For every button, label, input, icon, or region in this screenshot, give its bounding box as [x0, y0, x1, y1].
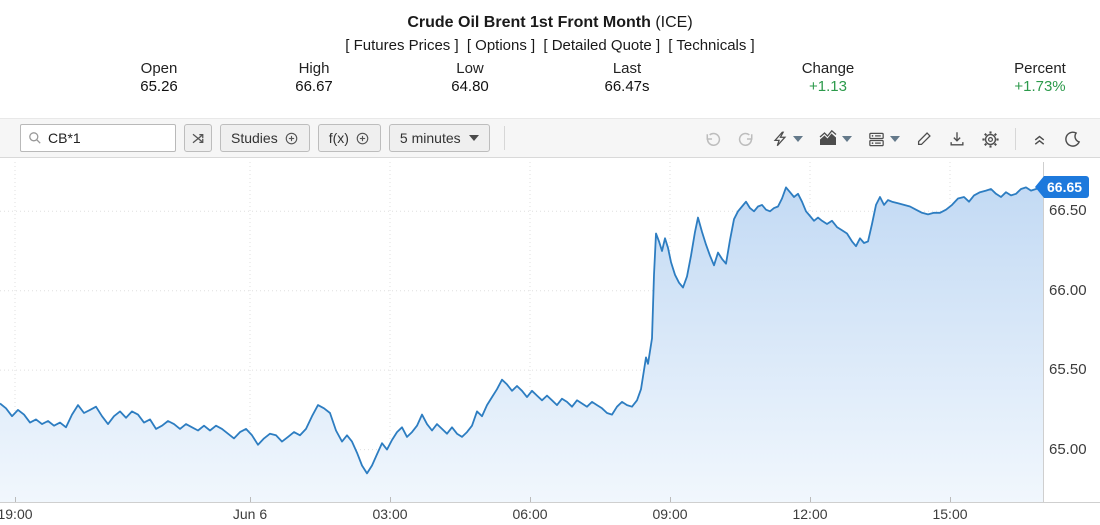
- compare-icon: [192, 133, 203, 143]
- caret-down-icon: [842, 136, 852, 142]
- page-title: Crude Oil Brent 1st Front Month (ICE): [0, 0, 1100, 32]
- link-detailed-quote[interactable]: [ Detailed Quote ]: [543, 37, 661, 54]
- symbol-search-input[interactable]: [48, 130, 158, 146]
- chart-plot-area[interactable]: [0, 162, 1043, 502]
- chart-type-dropdown[interactable]: [818, 129, 852, 149]
- price-line: [0, 186, 1043, 475]
- stat-percent: Percent +1.73%: [1014, 60, 1066, 95]
- x-axis-tick: [15, 497, 16, 502]
- caret-down-icon: [890, 136, 900, 142]
- chart-toolbar: Studies f(x) 5 minutes: [0, 118, 1100, 158]
- x-axis-label: 12:00: [792, 506, 828, 522]
- area-chart-icon: [818, 129, 838, 149]
- tools-dropdown[interactable]: [771, 130, 803, 148]
- collapse-icon[interactable]: [1031, 131, 1048, 148]
- redo-icon[interactable]: [737, 130, 756, 149]
- quote-stats: Open 65.26 High 66.67 Low 64.80 Last 66.…: [0, 60, 1100, 100]
- badge-arrow-icon: [1035, 176, 1044, 199]
- toolbar-right-group: [703, 119, 1082, 159]
- download-icon[interactable]: [948, 130, 966, 148]
- plus-circle-icon: [285, 132, 298, 144]
- toolbar-left-group: Studies f(x) 5 minutes: [0, 124, 505, 152]
- functions-button[interactable]: f(x): [317, 124, 381, 152]
- y-axis-label: 65.50: [1049, 361, 1087, 379]
- last-price-value: 66.65: [1044, 176, 1090, 199]
- x-axis-tick: [250, 497, 251, 502]
- draw-pencil-icon[interactable]: [915, 130, 933, 148]
- compare-symbol-button[interactable]: [184, 124, 212, 152]
- plus-circle-icon: [356, 132, 369, 144]
- x-axis-label: 19:00: [0, 506, 33, 522]
- settings-gear-icon[interactable]: [981, 130, 1000, 149]
- stat-change: Change +1.13: [801, 60, 855, 95]
- caret-down-icon: [793, 136, 803, 142]
- link-futures-prices[interactable]: [ Futures Prices ]: [345, 37, 459, 54]
- x-axis-tick: [810, 497, 811, 502]
- quote-links: [ Futures Prices ] [ Options ] [ Detaile…: [0, 37, 1100, 54]
- layout-templates-icon: [867, 130, 886, 149]
- x-axis-tick: [670, 497, 671, 502]
- toolbar-separator: [503, 126, 505, 150]
- x-axis-label: 06:00: [512, 506, 548, 522]
- quote-header: Crude Oil Brent 1st Front Month (ICE) [ …: [0, 0, 1100, 104]
- link-technicals[interactable]: [ Technicals ]: [668, 37, 755, 54]
- undo-icon[interactable]: [703, 130, 722, 149]
- stat-open: Open 65.26: [140, 60, 178, 95]
- last-price-badge: 66.65: [1035, 176, 1090, 199]
- x-axis-tick: [530, 497, 531, 502]
- templates-dropdown[interactable]: [867, 130, 900, 149]
- y-axis-border: [1043, 162, 1044, 502]
- y-axis-label: 66.50: [1049, 202, 1087, 220]
- caret-down-icon: [468, 135, 479, 141]
- y-axis-label: 65.00: [1049, 440, 1087, 458]
- price-chart[interactable]: 66.65 66.50 66.00 65.50 65.00 19:00 Jun 6 03:0…: [0, 159, 1100, 525]
- link-options[interactable]: [ Options ]: [466, 37, 536, 54]
- exchange-name: (ICE): [655, 14, 693, 31]
- x-axis-border: [0, 502, 1100, 503]
- search-icon: [27, 130, 43, 146]
- x-axis-tick: [390, 497, 391, 502]
- flash-icon: [771, 130, 789, 148]
- x-axis-label: Jun 6: [232, 506, 268, 522]
- symbol-search[interactable]: [20, 124, 176, 152]
- dark-mode-moon-icon[interactable]: [1063, 130, 1082, 149]
- stat-high: High 66.67: [295, 60, 333, 95]
- stat-last: Last 66.47s: [604, 60, 650, 95]
- price-area: [0, 187, 1043, 502]
- x-axis-label: 03:00: [372, 506, 408, 522]
- x-axis-label: 15:00: [932, 506, 968, 522]
- symbol-name: Crude Oil Brent 1st Front Month: [407, 14, 651, 31]
- stat-low: Low 64.80: [451, 60, 489, 95]
- x-axis-label: 09:00: [652, 506, 688, 522]
- studies-button[interactable]: Studies: [220, 124, 310, 152]
- y-axis-label: 66.00: [1049, 281, 1087, 299]
- interval-dropdown[interactable]: 5 minutes: [388, 124, 490, 152]
- toolbar-separator: [1015, 128, 1016, 150]
- x-axis-tick: [950, 497, 951, 502]
